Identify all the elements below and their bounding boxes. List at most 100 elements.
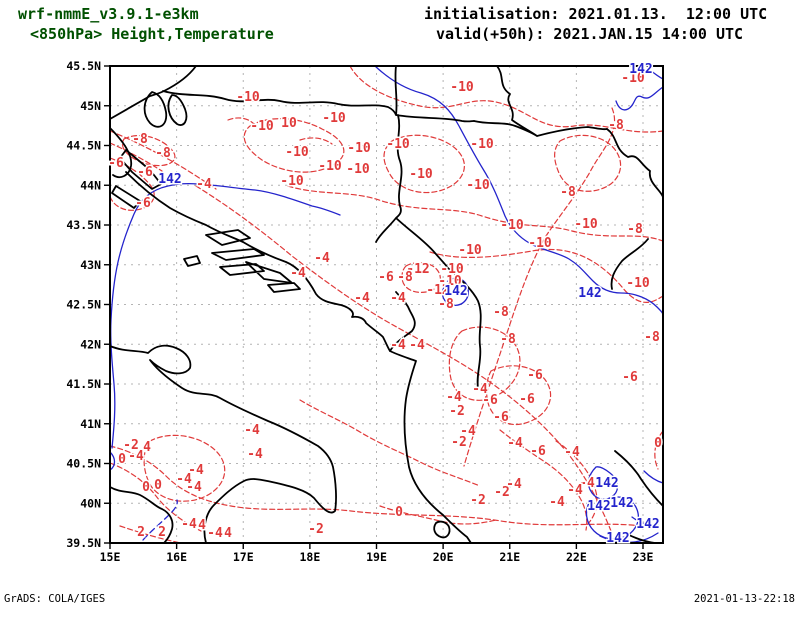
- temp-contour-label: -2: [494, 485, 510, 500]
- temp-contour-label: -4: [579, 476, 595, 491]
- temp-contour-label: -4: [181, 517, 197, 532]
- axis-labels: 15E 16E 17E 18E 19E 20E 21E 22E 23E 45.5N 45N 44.5N…: [66, 59, 653, 564]
- temp-contour-label: -8: [644, 330, 660, 345]
- temp-contour-label: -4: [409, 338, 425, 353]
- lon-tick-label: 15E: [100, 550, 121, 564]
- temp-contour-label: 4: [143, 440, 151, 455]
- temp-contour-label: -2: [123, 438, 139, 453]
- height-contour-label: 142: [636, 517, 659, 532]
- temp-contour-label: -10: [236, 90, 260, 105]
- temp-contour-label: -4: [196, 177, 212, 192]
- temp-contour-label: -6: [108, 156, 124, 171]
- temp-contour-label: -4: [128, 449, 144, 464]
- temp-contour-label: -4: [567, 483, 583, 498]
- temp-contour-label: -10: [574, 217, 598, 232]
- temp-contour-label: -4: [460, 424, 476, 439]
- temp-contour-label: -10: [285, 145, 309, 160]
- contour-labels: -10-10 10 -10-10-10-10 -10 -10 -10-10 -10-10 -1…: [107, 61, 664, 548]
- temp-contour-label: -6: [622, 370, 638, 385]
- temp-contour-label: -8: [493, 305, 509, 320]
- lat-tick-label: 44.5N: [66, 139, 101, 153]
- temp-contour-label: -8: [627, 222, 643, 237]
- temp-contour-label: -10: [626, 276, 650, 291]
- temp-contour-label: -4: [549, 495, 565, 510]
- creation-timestamp: 2021-01-13-22:18: [693, 593, 795, 605]
- lon-tick-label: 22E: [566, 550, 587, 564]
- temp-contour-label: -4: [176, 472, 192, 487]
- lat-tick-label: 40N: [80, 496, 101, 510]
- temp-contour-label: -10: [500, 218, 524, 233]
- temp-contour-label: -10: [386, 137, 410, 152]
- coastlines: [109, 65, 664, 544]
- temp-contour-label: -8: [500, 332, 516, 347]
- temp-contour-label: -10: [438, 274, 462, 289]
- lon-tick-label: 21E: [499, 550, 520, 564]
- height-contour-label: 142: [158, 172, 181, 187]
- lat-tick-label: 42N: [80, 337, 101, 351]
- temp-contour-label: -6: [135, 196, 151, 211]
- height-contour-label: 142: [578, 286, 601, 301]
- height-contour-label: 142: [595, 476, 618, 491]
- lon-tick-label: 18E: [299, 550, 320, 564]
- temp-contour-label: -2: [451, 435, 467, 450]
- temp-contour-label: -10: [409, 167, 433, 182]
- temp-contour-label: -8: [132, 132, 148, 147]
- temp-contour-label: -10: [470, 137, 494, 152]
- temp-contour-label: -2: [449, 404, 465, 419]
- temp-contour-label: 4: [224, 526, 232, 541]
- temp-contour-label: -6: [519, 392, 535, 407]
- lat-tick-label: 40.5N: [66, 457, 101, 471]
- temperature-contours: [109, 65, 664, 544]
- lon-tick-label: 23E: [633, 550, 654, 564]
- temp-contour-label: -10: [250, 119, 274, 134]
- lat-tick-label: 45.5N: [66, 59, 101, 73]
- temp-contour-label: -12: [406, 262, 429, 277]
- temp-contour-label: 10: [281, 116, 297, 131]
- height-contour-label: 142: [444, 284, 467, 299]
- lat-tick-label: 45N: [80, 99, 101, 113]
- temp-contour-label: -4: [186, 480, 202, 495]
- lat-tick-label: 43.5N: [66, 218, 101, 232]
- grid-group: [110, 66, 663, 543]
- temp-contour-label: 0: [654, 436, 662, 451]
- temp-contour-label: -2: [308, 522, 324, 537]
- lat-tick-label: 44N: [80, 178, 101, 192]
- temp-contour-label: -8: [560, 185, 576, 200]
- temp-contour-label: -6: [137, 165, 153, 180]
- temp-contour-label: -10: [528, 236, 552, 251]
- height-contour-label: 142: [629, 62, 652, 77]
- lat-tick-label: 43N: [80, 258, 101, 272]
- temp-contour-label: -4: [354, 291, 370, 306]
- temp-contour-label: -8: [438, 297, 454, 312]
- temp-contour-label: -4: [507, 436, 523, 451]
- temp-contour-label: -10: [450, 80, 474, 95]
- temp-contour-label: -2: [470, 493, 486, 508]
- lon-tick-label: 17E: [233, 550, 254, 564]
- temp-contour-label: 2: [137, 525, 145, 540]
- temp-contour-label: -4: [290, 266, 306, 281]
- temp-contour-label: 4: [198, 518, 206, 533]
- temp-contour-label: -12: [426, 283, 449, 298]
- model-title: wrf-nmmE_v3.9.1-e3km: [18, 5, 199, 23]
- temp-contour-label: -4: [472, 382, 488, 397]
- lon-tick-label: 16E: [166, 550, 187, 564]
- temp-contour-label: -6: [530, 444, 546, 459]
- temp-contour-label: 0: [142, 480, 150, 495]
- temp-contour-label: -10: [458, 243, 482, 258]
- temp-contour-label: -10: [466, 178, 490, 193]
- temp-contour-label: 0: [118, 452, 126, 467]
- valid-time-label: valid(+50h): 2021.JAN.15 14:00 UTC: [436, 25, 744, 43]
- lat-tick-label: 41N: [80, 417, 101, 431]
- temp-contour-label: -4: [207, 526, 223, 541]
- temp-contour-label: -4: [506, 477, 522, 492]
- height-contour-label: 142: [587, 499, 610, 514]
- lon-tick-label: 19E: [366, 550, 387, 564]
- temp-contour-label: -4: [244, 423, 260, 438]
- lat-tick-label: 42.5N: [66, 298, 101, 312]
- temp-contour-label: 0: [395, 505, 403, 520]
- init-time-label: initialisation: 2021.01.13. 12:00 UTC: [424, 5, 768, 23]
- temp-contour-label: -4: [390, 338, 406, 353]
- temp-contour-label: -10: [322, 111, 346, 126]
- grads-credit: GrADS: COLA/IGES: [4, 593, 106, 605]
